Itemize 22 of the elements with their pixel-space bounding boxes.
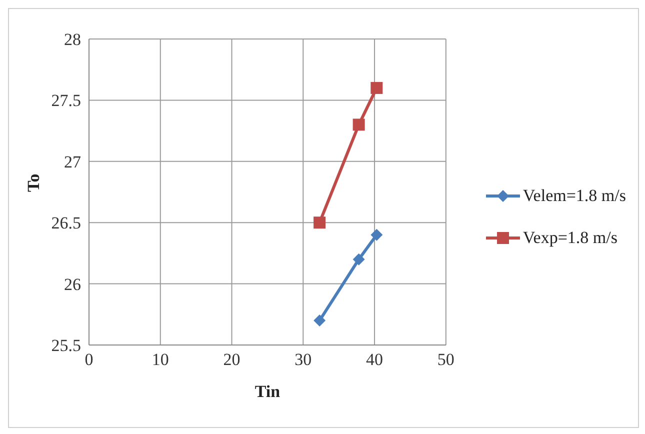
y-tick-label: 26 [64, 274, 81, 294]
point [370, 228, 383, 241]
point [352, 253, 365, 266]
legend-label: Vexp=1.8 m/s [522, 228, 618, 248]
x-tick-label: 0 [84, 350, 94, 370]
point [370, 82, 383, 94]
legend-label: Velem=1.8 m/s [522, 186, 626, 206]
y-tick-label: 27.5 [51, 91, 81, 110]
y-tick-label: 25.5 [51, 336, 81, 356]
x-tick-label: 50 [437, 350, 454, 370]
x-tick-label: 30 [294, 350, 312, 370]
y-axis-title: To [24, 174, 44, 192]
point [352, 118, 365, 131]
y-tick-label: 28 [64, 30, 81, 50]
x-tick-label: 10 [152, 350, 169, 370]
point [314, 216, 326, 229]
x-tick-label: 40 [366, 350, 384, 370]
y-tick-label: 27 [64, 152, 82, 172]
x-axis-title: Tin [254, 382, 281, 401]
x-tick-label: 20 [223, 350, 240, 370]
point [314, 314, 326, 327]
y-tick-label: 26.5 [51, 214, 81, 233]
